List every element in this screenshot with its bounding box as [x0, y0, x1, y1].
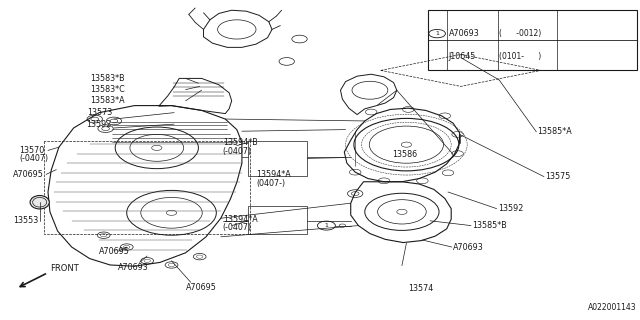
Text: 13592: 13592 [86, 120, 112, 129]
Text: A70693: A70693 [453, 243, 484, 252]
Text: FRONT: FRONT [50, 264, 79, 273]
Text: (-0407): (-0407) [19, 154, 49, 163]
Text: 13585*A: 13585*A [538, 127, 572, 136]
Text: 13570: 13570 [19, 146, 44, 155]
Text: 13592: 13592 [498, 204, 524, 213]
Text: 13574: 13574 [408, 284, 433, 293]
Text: 13575: 13575 [545, 172, 571, 181]
Text: 13594*A: 13594*A [256, 170, 291, 179]
Ellipse shape [30, 196, 49, 209]
Text: 1: 1 [324, 223, 328, 228]
Text: 1: 1 [435, 31, 439, 36]
Bar [428, 10, 637, 70]
Text: 13594*B: 13594*B [223, 138, 257, 147]
Text: A70693: A70693 [118, 263, 149, 272]
Text: A70695: A70695 [99, 247, 130, 256]
Text: 13573: 13573 [87, 108, 112, 117]
Text: (-0407): (-0407) [223, 147, 252, 156]
Text: (-0407): (-0407) [223, 223, 252, 232]
Text: 13586: 13586 [392, 150, 417, 159]
Text: A70695: A70695 [186, 284, 216, 292]
Text: 13583*C: 13583*C [90, 85, 125, 94]
Text: (0101-      ): (0101- ) [499, 52, 541, 60]
Text: 13553: 13553 [13, 216, 38, 225]
Text: A022001143: A022001143 [588, 303, 637, 312]
Text: (0407-): (0407-) [256, 179, 285, 188]
Text: 13583*B: 13583*B [90, 74, 125, 83]
Text: 13585*B: 13585*B [472, 221, 507, 230]
Text: (      -0012): ( -0012) [499, 29, 541, 38]
Text: A70693: A70693 [449, 29, 479, 38]
Text: A70695: A70695 [13, 170, 44, 179]
Text: 13583*A: 13583*A [90, 96, 125, 105]
Text: 13594*A: 13594*A [223, 215, 257, 224]
Text: J10645: J10645 [449, 52, 476, 60]
